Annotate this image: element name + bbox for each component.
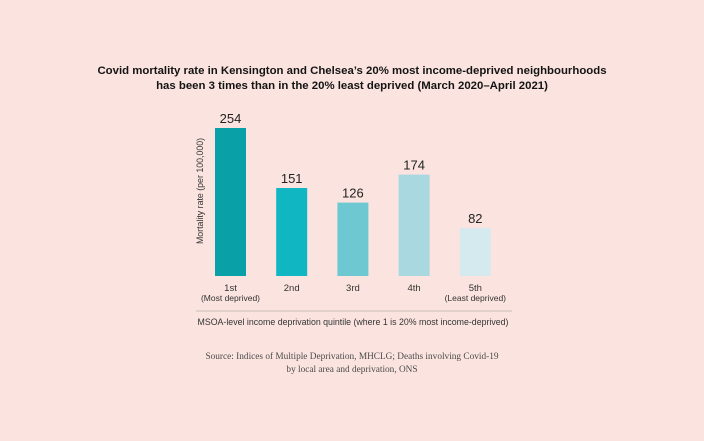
x-tick-label: 3rd [346, 283, 360, 294]
bar-value-label: 126 [342, 186, 364, 201]
x-axis-label: MSOA-level income deprivation quintile (… [198, 317, 509, 327]
bar-value-label: 82 [468, 211, 482, 226]
bar-1st [215, 128, 246, 276]
bar-2nd [276, 188, 308, 276]
chart-title-line-1: Covid mortality rate in Kensington and C… [97, 65, 607, 77]
chart-title: Covid mortality rate in Kensington and C… [0, 64, 704, 93]
x-tick-sublabel: (Least deprived) [445, 293, 507, 303]
bar-4th [398, 174, 430, 276]
x-tick-label: 4th [407, 283, 420, 294]
x-tick-sublabel: (Most deprived) [201, 293, 260, 303]
source-line-1: Source: Indices of Multiple Deprivation,… [205, 352, 499, 362]
x-tick-label: 1st [224, 283, 237, 294]
bar-5th [459, 228, 491, 276]
x-tick-label: 5th [469, 283, 482, 294]
x-tick-label: 2nd [284, 283, 300, 294]
bar-3rd [337, 202, 369, 276]
bar-value-label: 174 [403, 158, 425, 173]
bar-value-label: 151 [281, 171, 303, 186]
bar-value-label: 254 [220, 111, 242, 126]
chart-title-line-2: has been 3 times than in the 20% least d… [156, 79, 548, 92]
source-line-2: by local area and deprivation, ONS [286, 365, 418, 375]
source-note: Source: Indices of Multiple Deprivation,… [0, 351, 704, 377]
y-axis-label: Mortality rate (per 100,000) [195, 138, 205, 244]
